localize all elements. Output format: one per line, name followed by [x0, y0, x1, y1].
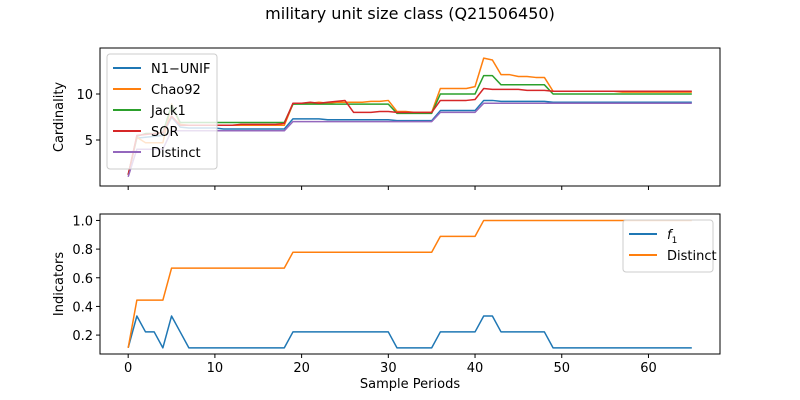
y-axis-label: Cardinality [52, 82, 67, 153]
x-tick-label: 20 [293, 361, 310, 376]
series-line-distinct-panel-1 [127, 102, 692, 178]
series-line-f-panel-2 [127, 315, 692, 349]
legend-label: f1 [667, 228, 677, 246]
series-line-n1-unif-panel-1 [127, 99, 692, 176]
x-tick-label: 60 [640, 361, 657, 376]
legend-label: Jack1 [150, 104, 186, 119]
x-axis-label: Sample Periods [360, 377, 460, 392]
y-tick-label: 0.6 [72, 272, 93, 287]
legend-label: Distinct [151, 146, 201, 161]
series-line-jack1-panel-1 [127, 74, 692, 176]
legend-label: Distinct [667, 249, 717, 264]
x-tick-label: 50 [553, 361, 570, 376]
y-tick-label: 0.8 [72, 243, 93, 258]
series-line-distinct-panel-2 [127, 219, 692, 348]
x-tick-label: 10 [207, 361, 224, 376]
panels: 5 10 Cardinality N1−UNIF Chao92 Jack1 SOR Disti… [52, 47, 721, 392]
axes-frame [99, 47, 721, 187]
series-line-sor-panel-1 [127, 87, 692, 176]
x-tick-label: 40 [467, 361, 484, 376]
legend-label: SOR [151, 125, 179, 140]
legend-label: Chao92 [151, 83, 201, 98]
y-axis-label: Indicators [52, 252, 67, 316]
figure-title: military unit size class (Q21506450) [265, 4, 555, 23]
panel-1: 5 10 Cardinality N1−UNIF Chao92 Jack1 SOR Disti… [52, 47, 721, 190]
legend-label: N1−UNIF [151, 62, 210, 77]
legend-box [106, 53, 218, 170]
panel-2: 0 10 20 30 40 50 60 0.2 0.4 0.6 0.8 1.0 Indicators Sa… [52, 213, 721, 392]
y-tick-label: 5 [85, 134, 93, 149]
y-tick-label: 1.0 [72, 214, 93, 229]
axes-frame [99, 213, 721, 355]
y-tick-label: 0.4 [72, 300, 93, 315]
x-tick-label: 30 [380, 361, 397, 376]
y-tick-label: 0.2 [72, 329, 93, 344]
legend: f1 Distinct [622, 219, 717, 273]
x-tick-label: 0 [124, 361, 132, 376]
legend: N1−UNIF Chao92 Jack1 SOR Distinct [106, 53, 218, 170]
y-tick-label: 10 [76, 88, 93, 103]
